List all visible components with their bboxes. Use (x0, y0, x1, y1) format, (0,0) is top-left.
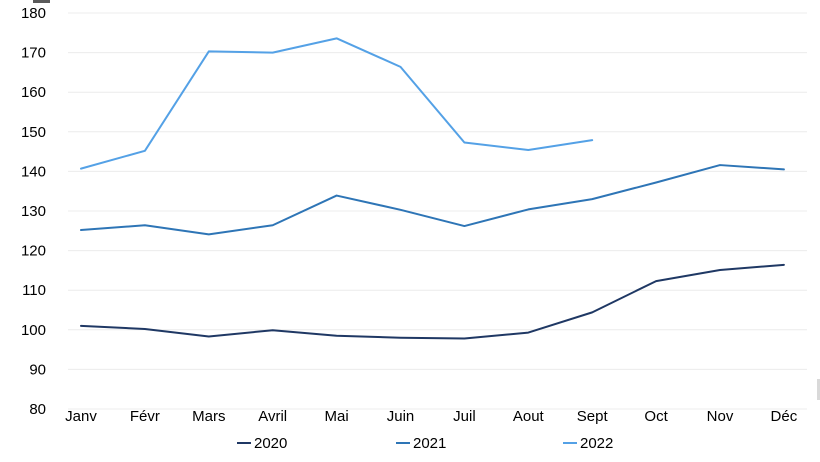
series-line-2022 (80, 37, 594, 170)
y-axis-tick-label: 160 (21, 84, 46, 101)
legend: 2020 2021 2022 (237, 435, 613, 452)
series-line-2020 (80, 263, 785, 340)
legend-item-2021: 2021 (396, 435, 446, 452)
cropped-content-artifact (33, 0, 50, 3)
series-line-2021 (80, 164, 785, 236)
x-axis-month-label: Avril (258, 408, 287, 425)
x-axis-month-label: Mai (325, 408, 349, 425)
y-axis-tick-label: 170 (21, 45, 46, 62)
legend-label: 2020 (254, 435, 287, 452)
series-lines (80, 37, 785, 340)
y-axis-tick-label: 100 (21, 322, 46, 339)
legend-label: 2021 (413, 435, 446, 452)
legend-item-2020: 2020 (237, 435, 287, 452)
y-axis-tick-label: 90 (29, 361, 46, 378)
x-axis-month-label: Févr (130, 408, 160, 425)
x-axis-month-label: Sept (577, 408, 609, 425)
x-axis-month-label: Nov (707, 408, 734, 425)
x-axis-month-label: Aout (513, 408, 545, 425)
x-axis-month-label: Juil (453, 408, 476, 425)
x-axis: Janv Févr Mars Avril Mai Juin Juil Aout Sept Oct N… (65, 408, 798, 425)
x-axis-month-label: Oct (644, 408, 668, 425)
x-axis-month-label: Janv (65, 408, 97, 425)
y-axis: 80 90 100 110 120 130 140 150 160 170 180 (21, 5, 46, 418)
legend-item-2022: 2022 (563, 435, 613, 452)
x-axis-month-label: Mars (192, 408, 225, 425)
y-axis-tick-label: 140 (21, 163, 46, 180)
x-axis-month-label: Déc (771, 408, 798, 425)
y-axis-tick-label: 110 (22, 282, 46, 299)
legend-label: 2022 (580, 435, 613, 452)
x-axis-month-label: Juin (387, 408, 415, 425)
y-axis-tick-label: 180 (21, 5, 46, 22)
y-axis-tick-label: 150 (21, 124, 46, 141)
gridlines (68, 12, 807, 410)
y-axis-tick-label: 120 (21, 243, 46, 260)
y-axis-tick-label: 130 (21, 203, 46, 220)
right-edge-sliver (817, 379, 820, 400)
y-axis-tick-label: 80 (29, 401, 46, 418)
